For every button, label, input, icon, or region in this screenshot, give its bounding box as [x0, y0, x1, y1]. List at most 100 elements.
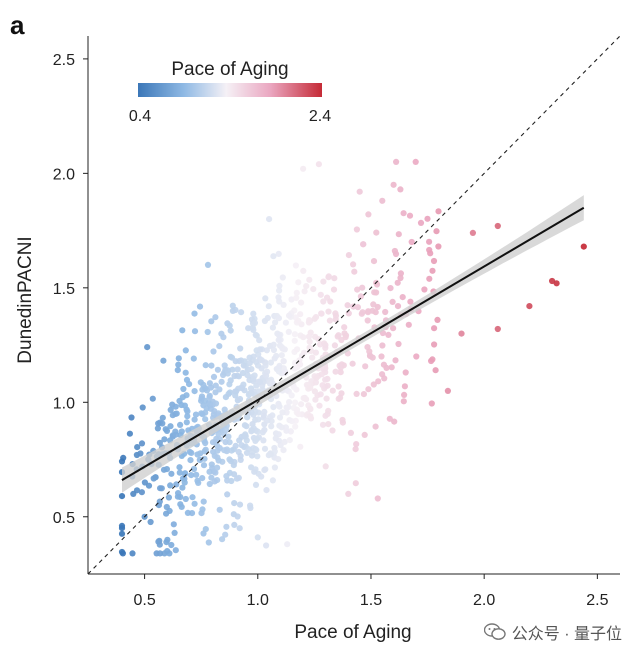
scatter-point	[182, 347, 189, 354]
scatter-point	[271, 464, 278, 471]
scatter-point	[260, 437, 267, 444]
scatter-point	[310, 286, 317, 293]
scatter-point	[272, 435, 279, 442]
scatter-point	[164, 548, 171, 555]
scatter-point	[270, 341, 277, 348]
y-axis-ticks: 0.5 1.0 1.5 2.0 2.5	[53, 52, 88, 527]
scatter-point	[392, 357, 399, 364]
y-tick-label: 0.5	[53, 510, 75, 527]
scatter-point	[435, 243, 442, 250]
scatter-point	[268, 418, 275, 425]
scatter-point	[295, 279, 302, 286]
scatter-point	[206, 394, 213, 401]
scatter-point	[278, 352, 285, 359]
scatter-point	[429, 356, 436, 363]
scatter-point	[154, 425, 161, 432]
y-tick-label: 1.0	[53, 395, 75, 412]
scatter-point	[394, 279, 401, 286]
scatter-point	[183, 419, 190, 426]
scatter-point	[191, 500, 198, 507]
scatter-point	[385, 331, 392, 338]
scatter-point	[141, 479, 148, 486]
scatter-point	[179, 327, 186, 334]
scatter-point	[281, 346, 288, 353]
scatter-point	[300, 165, 307, 172]
scatter-point	[212, 400, 220, 407]
scatter-point	[265, 303, 272, 310]
scatter-point	[341, 324, 348, 331]
scatter-point	[276, 287, 283, 294]
scatter-point	[241, 358, 248, 365]
scatter-point	[188, 472, 195, 479]
scatter-point	[275, 294, 282, 301]
scatter-point	[204, 261, 212, 268]
scatter-point	[263, 487, 270, 494]
scatter-point	[248, 390, 255, 397]
scatter-point	[175, 361, 182, 368]
scatter-point	[232, 442, 239, 449]
scatter-point	[371, 289, 378, 296]
scatter-point	[176, 469, 183, 476]
scatter-point	[357, 293, 364, 300]
scatter-point	[220, 371, 227, 379]
scatter-point	[292, 399, 299, 406]
scatter-point	[250, 326, 257, 333]
scatter-point	[149, 395, 156, 402]
scatter-point	[353, 441, 360, 448]
scatter-point	[288, 418, 296, 425]
scatter-point	[276, 282, 283, 289]
scatter-point	[352, 446, 359, 453]
scatter-point	[429, 267, 436, 274]
colorbar-min-label: 0.4	[129, 108, 151, 125]
wechat-icon	[483, 623, 506, 640]
scatter-point	[210, 373, 218, 380]
scatter-point	[382, 308, 389, 316]
scatter-point	[307, 406, 314, 413]
scatter-point	[279, 409, 286, 416]
scatter-point	[235, 474, 242, 481]
scatter-point	[353, 390, 360, 397]
colorbar-legend: Pace of Aging 0.4 2.4	[129, 59, 331, 125]
scatter-point	[315, 161, 322, 168]
scatter-point	[365, 211, 372, 218]
scatter-point	[202, 439, 209, 447]
scatter-point	[236, 501, 244, 508]
x-tick-label: 0.5	[133, 592, 155, 609]
scatter-point	[297, 311, 304, 318]
scatter-point	[291, 365, 298, 372]
scatter-point	[320, 278, 327, 285]
scatter-point	[187, 457, 194, 464]
scatter-point	[300, 334, 307, 341]
scatter-point	[395, 340, 402, 348]
scatter-point	[199, 506, 206, 513]
x-tick-label: 1.5	[360, 592, 382, 609]
scatter-point	[400, 210, 407, 217]
scatter-point	[206, 468, 213, 475]
scatter-point	[130, 490, 137, 497]
scatter-point	[280, 358, 287, 365]
x-tick-label: 1.0	[247, 592, 269, 609]
x-tick-label: 2.0	[473, 592, 495, 609]
scatter-point	[167, 423, 174, 430]
scatter-point	[184, 509, 191, 516]
scatter-point	[177, 421, 184, 428]
scatter-point	[167, 406, 174, 413]
scatter-point	[332, 368, 339, 375]
scatter-point	[224, 491, 231, 498]
scatter-point	[261, 408, 268, 415]
scatter-point	[178, 503, 185, 510]
scatter-point	[162, 426, 169, 433]
scatter-point	[266, 216, 273, 223]
scatter-point	[191, 416, 198, 423]
scatter-point	[261, 426, 268, 434]
scatter-point	[291, 337, 298, 344]
scatter-point	[284, 541, 291, 548]
scatter-point	[394, 303, 402, 310]
scatter-point	[263, 347, 270, 354]
scatter-point	[285, 404, 292, 411]
scatter-point	[202, 526, 209, 533]
scatter-point	[161, 436, 168, 443]
scatter-point	[172, 428, 179, 435]
scatter-point	[182, 369, 189, 376]
scatter-point	[318, 371, 325, 378]
